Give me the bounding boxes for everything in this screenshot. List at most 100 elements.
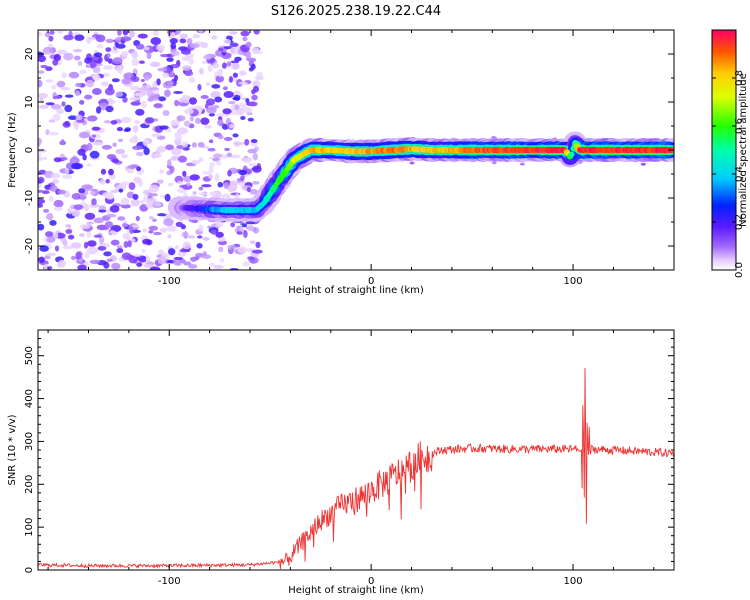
- noise-speckle: [202, 237, 210, 241]
- noise-speckle: [70, 242, 82, 249]
- noise-speckle: [52, 95, 63, 100]
- noise-speckle: [177, 181, 183, 185]
- noise-speckle: [251, 249, 263, 254]
- noise-speckle: [38, 169, 47, 175]
- noise-speckle: [153, 118, 159, 122]
- noise-speckle: [166, 214, 173, 219]
- noise-speckle: [179, 184, 188, 189]
- noise-speckle: [110, 49, 119, 54]
- noise-speckle: [251, 47, 260, 54]
- noise-speckle: [167, 159, 172, 167]
- noise-speckle: [115, 91, 124, 97]
- y-tick-label: 300: [24, 432, 35, 451]
- noise-speckle: [223, 136, 233, 142]
- noise-speckle: [73, 49, 83, 53]
- noise-speckle: [38, 153, 42, 157]
- noise-speckle: [38, 70, 45, 74]
- noise-speckle: [162, 72, 170, 78]
- noise-speckle: [112, 142, 117, 148]
- noise-speckle: [210, 229, 217, 235]
- noise-speckle: [218, 70, 223, 77]
- noise-speckle: [148, 230, 154, 234]
- noise-speckle: [116, 245, 123, 249]
- noise-speckle: [51, 179, 60, 184]
- noise-speckle: [132, 125, 139, 133]
- spectrogram-xlabel: Height of straight line (km): [288, 285, 424, 296]
- noise-speckle: [129, 226, 134, 234]
- noise-speckle: [174, 74, 178, 82]
- noise-speckle: [106, 193, 115, 200]
- noise-speckle: [181, 141, 189, 148]
- noise-speckle: [106, 154, 117, 160]
- noise-speckle: [102, 72, 111, 77]
- noise-speckle: [192, 191, 197, 195]
- noise-speckle: [198, 157, 204, 162]
- noise-speckle: [249, 163, 257, 167]
- noise-speckle: [197, 84, 202, 91]
- noise-speckle: [156, 44, 166, 51]
- noise-speckle: [202, 251, 207, 257]
- noise-speckle: [80, 192, 86, 201]
- noise-speckle: [170, 31, 176, 38]
- y-tick-label: 500: [24, 346, 35, 365]
- noise-speckle: [230, 222, 236, 228]
- noise-speckle: [45, 79, 54, 83]
- noise-speckle: [76, 119, 85, 123]
- noise-speckle: [117, 216, 126, 221]
- noise-speckle: [60, 139, 65, 146]
- noise-speckle: [49, 30, 55, 35]
- noise-speckle: [138, 258, 147, 263]
- noise-speckle: [71, 162, 82, 170]
- noise-speckle: [181, 231, 189, 238]
- noise-speckle: [217, 135, 224, 140]
- noise-speckle: [174, 134, 183, 141]
- noise-speckle: [39, 245, 49, 252]
- noise-speckle: [67, 207, 73, 215]
- noise-speckle: [252, 152, 258, 161]
- noise-speckle: [103, 261, 110, 269]
- noise-speckle: [160, 227, 168, 233]
- colorbar-ticks: 0.0 0.2 0.4 0.6 0.8: [712, 70, 745, 278]
- colorbar-gradient: [711, 29, 737, 271]
- noise-speckle: [153, 231, 162, 236]
- noise-speckle: [149, 266, 161, 270]
- noise-speckle: [175, 30, 181, 35]
- noise-speckle: [200, 42, 209, 49]
- spectrogram-ylabel: Frequency (Hz): [7, 112, 18, 188]
- y-tick-label: 0: [24, 567, 35, 573]
- noise-speckle: [189, 97, 197, 105]
- noise-speckle: [121, 154, 128, 159]
- noise-speckle: [107, 98, 113, 103]
- noise-speckle: [57, 259, 66, 268]
- noise-speckle: [208, 262, 215, 267]
- noise-speckle: [179, 33, 188, 39]
- noise-speckle: [218, 246, 224, 253]
- noise-speckle: [40, 64, 48, 69]
- noise-speckle: [89, 259, 101, 264]
- noise-speckle: [157, 256, 167, 265]
- snr-line: [38, 367, 674, 570]
- noise-speckle: [75, 114, 83, 121]
- noise-speckle: [246, 224, 255, 232]
- noise-speckle: [182, 94, 189, 99]
- noise-speckle: [248, 101, 258, 107]
- noise-speckle: [108, 168, 114, 176]
- noise-speckle: [95, 63, 103, 67]
- noise-speckle: [128, 164, 137, 170]
- noise-speckle: [242, 36, 248, 42]
- noise-speckle: [116, 127, 123, 132]
- noise-speckle: [137, 33, 148, 39]
- noise-speckle: [86, 246, 98, 255]
- noise-speckle: [195, 117, 201, 125]
- noise-speckle: [211, 84, 221, 89]
- noise-speckle: [87, 240, 97, 247]
- noise-speckle: [166, 225, 177, 232]
- noise-speckle: [215, 75, 224, 83]
- noise-speckle: [159, 125, 169, 130]
- noise-speckle: [191, 142, 197, 148]
- y-tick-label: 400: [24, 389, 35, 408]
- noise-speckle: [216, 160, 221, 166]
- noise-speckle: [247, 107, 253, 114]
- noise-speckle: [231, 154, 241, 159]
